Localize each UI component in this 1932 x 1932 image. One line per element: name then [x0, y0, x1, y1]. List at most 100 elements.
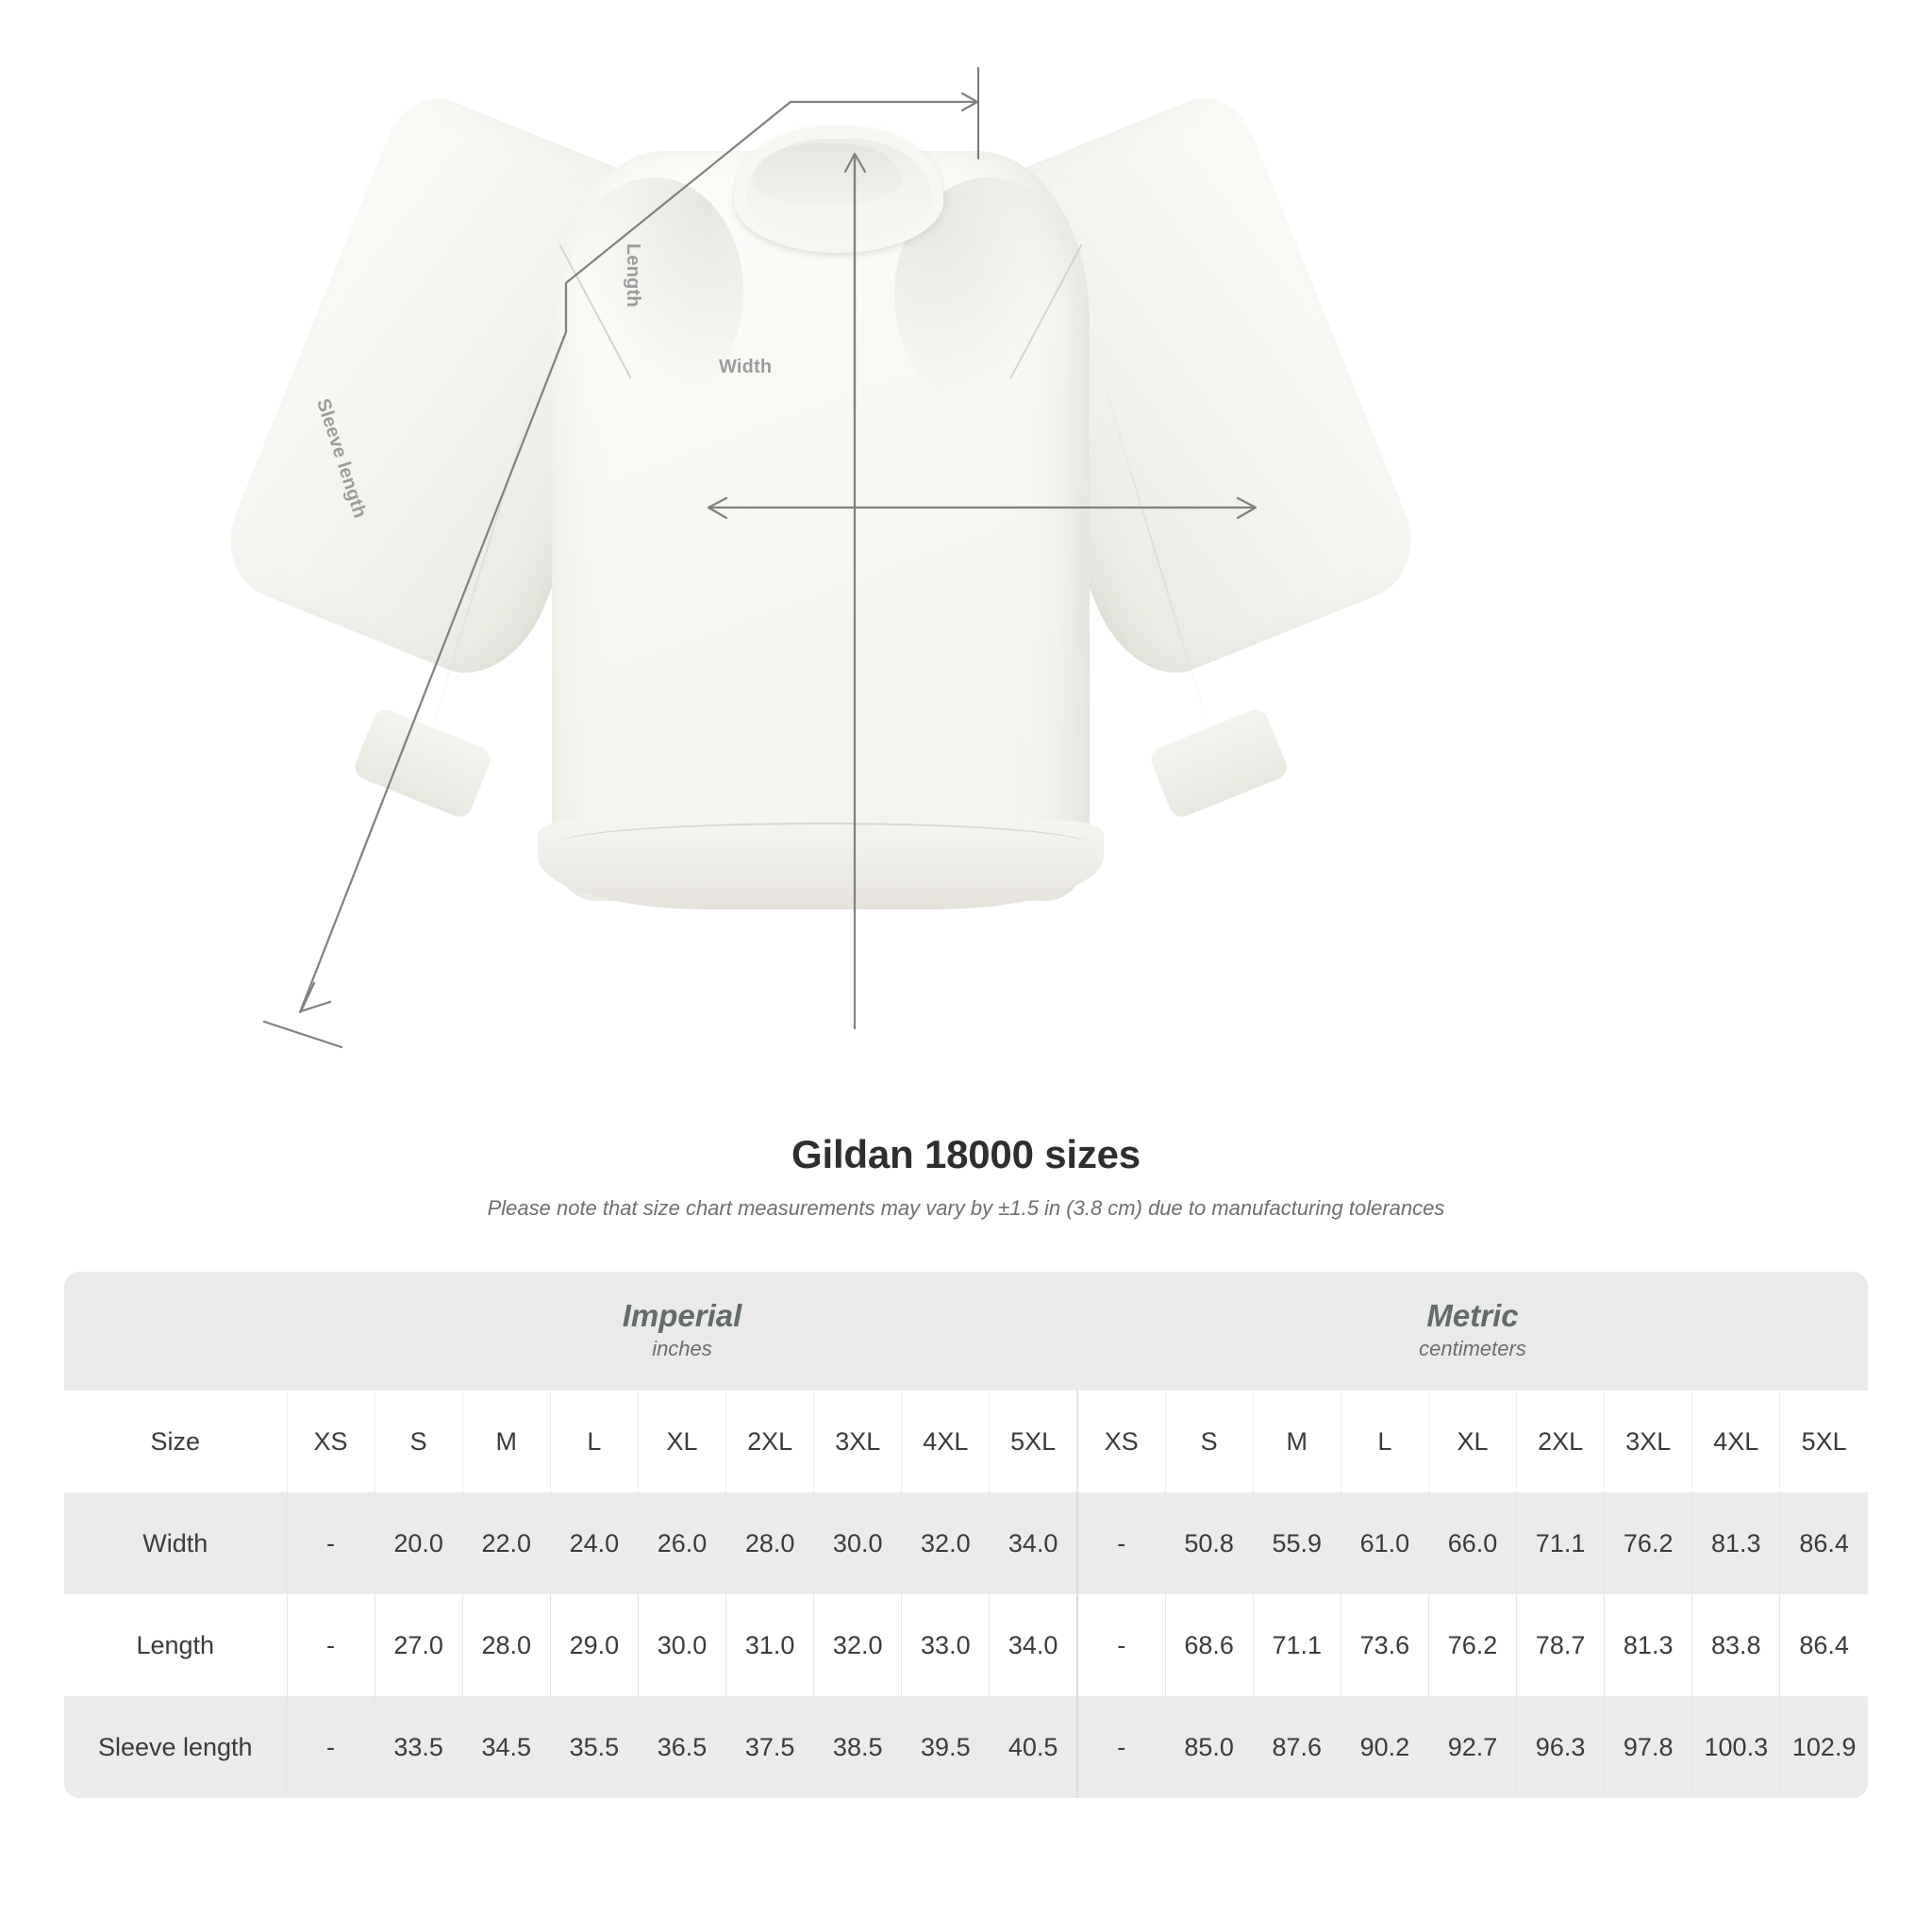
cell-sleeve-length-metric: 97.8: [1604, 1696, 1692, 1798]
unit-group-row: Imperial inches Metric centimeters: [64, 1272, 1868, 1391]
cell-length-imperial: 28.0: [461, 1594, 551, 1696]
size-header-cell-imperial-s: S: [374, 1391, 463, 1492]
size-header-cell-imperial-xs: XS: [286, 1391, 375, 1492]
size-chart-table: Imperial inches Metric centimeters Size XS S M L…: [64, 1272, 1868, 1798]
cell-length-imperial: 34.0: [989, 1594, 1077, 1696]
title-block: Gildan 18000 sizes Please note that size…: [0, 1132, 1932, 1221]
cuff-right: [1147, 706, 1291, 821]
size-header-cell-imperial-4xl: 4XL: [901, 1391, 990, 1492]
cell-length-metric: 78.7: [1516, 1594, 1605, 1696]
size-header-cell-metric-xs: XS: [1075, 1391, 1166, 1492]
cell-sleeve-length-metric: 92.7: [1427, 1696, 1517, 1798]
table-row: Width -20.0 22.0 24.0 26.0 28.0 30.0 32.0 34.0-5…: [64, 1492, 1868, 1594]
cell-length-imperial: -: [286, 1594, 375, 1696]
size-header-cell-metric-m: M: [1252, 1391, 1341, 1492]
cell-sleeve-length-imperial: 35.5: [549, 1696, 639, 1798]
cell-sleeve-length-imperial: 39.5: [901, 1696, 990, 1798]
cell-width-imperial: 34.0: [989, 1492, 1077, 1594]
cell-width-metric: 71.1: [1516, 1492, 1605, 1594]
page-title: Gildan 18000 sizes: [791, 1132, 1141, 1176]
cell-length-imperial: 31.0: [725, 1594, 814, 1696]
size-header-cell-metric-5xl: 5XL: [1779, 1391, 1868, 1492]
cell-width-imperial: 32.0: [901, 1492, 990, 1594]
size-header-cell-imperial-m: M: [461, 1391, 551, 1492]
size-header-cell-metric-l: L: [1340, 1391, 1429, 1492]
cell-sleeve-length-imperial: 37.5: [725, 1696, 814, 1798]
size-header-cell-imperial-3xl: 3XL: [813, 1391, 902, 1492]
size-header-cell-imperial-xl: XL: [637, 1391, 726, 1492]
garment-diagram-area: Width Length Sleeve length: [211, 66, 1430, 1066]
row-label-width: Width: [64, 1492, 287, 1594]
size-header-cell-metric-s: S: [1164, 1391, 1254, 1492]
cell-sleeve-length-metric: 100.3: [1691, 1696, 1780, 1798]
cell-width-metric: 86.4: [1779, 1492, 1868, 1594]
cell-width-metric: 81.3: [1691, 1492, 1780, 1594]
cell-length-imperial: 33.0: [901, 1594, 990, 1696]
cell-length-metric: -: [1075, 1594, 1166, 1696]
collar-opening: [753, 143, 902, 206]
cell-length-metric: 71.1: [1252, 1594, 1341, 1696]
size-header-cell-metric-2xl: 2XL: [1516, 1391, 1605, 1492]
size-header-cell-imperial-2xl: 2XL: [725, 1391, 814, 1492]
cell-sleeve-length-imperial: 36.5: [637, 1696, 726, 1798]
cell-sleeve-length-metric: -: [1075, 1696, 1166, 1798]
cell-sleeve-length-metric: 96.3: [1516, 1696, 1605, 1798]
length-label: Length: [623, 243, 643, 308]
cuff-left: [351, 706, 494, 821]
cell-width-metric: -: [1075, 1492, 1166, 1594]
cell-length-imperial: 27.0: [374, 1594, 463, 1696]
cell-length-metric: 81.3: [1604, 1594, 1692, 1696]
table-row: Sleeve length -33.5 34.5 35.5 36.5 37.5 38.5 39…: [64, 1696, 1868, 1798]
cell-length-metric: 68.6: [1164, 1594, 1254, 1696]
cell-sleeve-length-imperial: 34.5: [461, 1696, 551, 1798]
shoulder-top-arrowhead: [960, 92, 979, 112]
cell-sleeve-length-imperial: 33.5: [374, 1696, 463, 1798]
cell-width-metric: 61.0: [1340, 1492, 1429, 1594]
unit-group-sub: centimeters: [1419, 1337, 1526, 1361]
cell-sleeve-length-metric: 102.9: [1779, 1696, 1868, 1798]
row-header-size: Size: [64, 1391, 287, 1492]
cell-length-metric: 83.8: [1691, 1594, 1780, 1696]
cell-length-metric: 73.6: [1340, 1594, 1429, 1696]
unit-group-sub: inches: [652, 1337, 712, 1361]
cell-sleeve-length-imperial: 38.5: [813, 1696, 902, 1798]
cell-width-imperial: 26.0: [637, 1492, 726, 1594]
cell-sleeve-length-imperial: 40.5: [989, 1696, 1077, 1798]
cell-width-imperial: 24.0: [549, 1492, 639, 1594]
cell-width-metric: 76.2: [1604, 1492, 1692, 1594]
row-label-sleeve-length: Sleeve length: [64, 1696, 287, 1798]
size-header-cell-metric-4xl: 4XL: [1691, 1391, 1780, 1492]
size-header-cell-metric-3xl: 3XL: [1604, 1391, 1692, 1492]
size-header-row: Size XS S M L XL 2XL 3XL 4XL 5XL XS S M L XL 2XL 3XL 4XL 5…: [64, 1391, 1868, 1492]
size-header-cell-imperial-5xl: 5XL: [989, 1391, 1077, 1492]
cell-length-metric: 86.4: [1779, 1594, 1868, 1696]
cell-width-metric: 55.9: [1252, 1492, 1341, 1594]
size-header-cell-metric-xl: XL: [1427, 1391, 1517, 1492]
sweatshirt-illustration: [211, 84, 1430, 1066]
cell-sleeve-length-metric: 85.0: [1164, 1696, 1254, 1798]
unit-group-name: Imperial: [622, 1297, 742, 1333]
cell-length-imperial: 29.0: [549, 1594, 639, 1696]
cell-width-imperial: 20.0: [374, 1492, 463, 1594]
cell-width-imperial: 22.0: [461, 1492, 551, 1594]
cell-length-imperial: 30.0: [637, 1594, 726, 1696]
cell-width-imperial: -: [286, 1492, 375, 1594]
hem-seam: [555, 823, 1089, 866]
cell-width-metric: 50.8: [1164, 1492, 1254, 1594]
unit-group-metric: Metric centimeters: [1076, 1272, 1868, 1391]
cell-length-imperial: 32.0: [813, 1594, 902, 1696]
cell-sleeve-length-metric: 90.2: [1340, 1696, 1429, 1798]
cell-sleeve-length-imperial: -: [286, 1696, 375, 1798]
cell-width-metric: 66.0: [1427, 1492, 1517, 1594]
width-label: Width: [719, 357, 773, 377]
page-subtitle: Please note that size chart measurements…: [487, 1196, 1445, 1220]
unit-row-spacer: [64, 1272, 287, 1391]
table-row: Length -27.0 28.0 29.0 30.0 31.0 32.0 33.0 34.0-…: [64, 1594, 1868, 1696]
cell-width-imperial: 30.0: [813, 1492, 902, 1594]
unit-group-name: Metric: [1426, 1297, 1519, 1333]
cell-sleeve-length-metric: 87.6: [1252, 1696, 1341, 1798]
size-chart-table-wrapper: Imperial inches Metric centimeters Size XS S M L…: [64, 1272, 1868, 1798]
size-header-cell-imperial-l: L: [549, 1391, 639, 1492]
unit-group-imperial: Imperial inches: [287, 1272, 1077, 1391]
shoulder-shading-left: [564, 177, 743, 404]
